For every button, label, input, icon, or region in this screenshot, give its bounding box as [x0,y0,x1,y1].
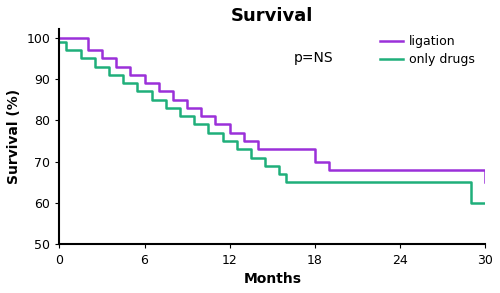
ligation [383,168,389,172]
ligation [212,123,218,126]
only drugs [148,98,154,101]
only drugs [482,201,488,205]
ligation [340,168,346,172]
only drugs [411,181,417,184]
ligation [326,168,332,172]
only drugs [340,181,346,184]
ligation [255,148,261,151]
ligation [270,148,276,151]
ligation [454,168,460,172]
ligation [241,139,247,143]
ligation [440,168,446,172]
ligation [411,168,417,172]
Y-axis label: Survival (%): Survival (%) [7,89,21,184]
ligation [99,57,105,60]
only drugs [120,81,126,85]
only drugs [312,181,318,184]
only drugs [383,181,389,184]
ligation [426,168,432,172]
Line: only drugs: only drugs [60,42,485,203]
only drugs [248,156,254,159]
ligation [156,90,162,93]
only drugs [206,131,212,134]
Text: p=NS: p=NS [294,51,333,65]
only drugs [134,90,140,93]
only drugs [326,181,332,184]
ligation [368,168,374,172]
only drugs [234,148,240,151]
X-axis label: Months: Months [244,272,302,286]
ligation [70,36,76,39]
only drugs [397,181,403,184]
ligation [482,181,488,184]
ligation [468,168,474,172]
only drugs [440,181,446,184]
ligation [56,36,62,39]
only drugs [163,106,169,110]
ligation [198,115,204,118]
Legend: ligation, only drugs: ligation, only drugs [376,31,479,70]
ligation [397,168,403,172]
ligation [354,168,360,172]
ligation [184,106,190,110]
ligation [170,98,176,101]
only drugs [468,201,474,205]
ligation [85,48,91,52]
Title: Survival: Survival [231,7,314,25]
ligation [284,148,290,151]
only drugs [177,115,183,118]
only drugs [220,139,226,143]
ligation [226,131,232,134]
ligation [142,81,148,85]
only drugs [64,48,70,52]
only drugs [92,65,98,68]
only drugs [106,73,112,76]
ligation [298,148,304,151]
Line: ligation: ligation [60,38,485,183]
ligation [128,73,134,76]
only drugs [368,181,374,184]
only drugs [262,164,268,168]
only drugs [354,181,360,184]
only drugs [276,172,282,176]
only drugs [298,181,304,184]
ligation [312,160,318,163]
ligation [113,65,119,68]
only drugs [191,123,197,126]
only drugs [56,40,62,43]
only drugs [284,181,290,184]
only drugs [78,57,84,60]
